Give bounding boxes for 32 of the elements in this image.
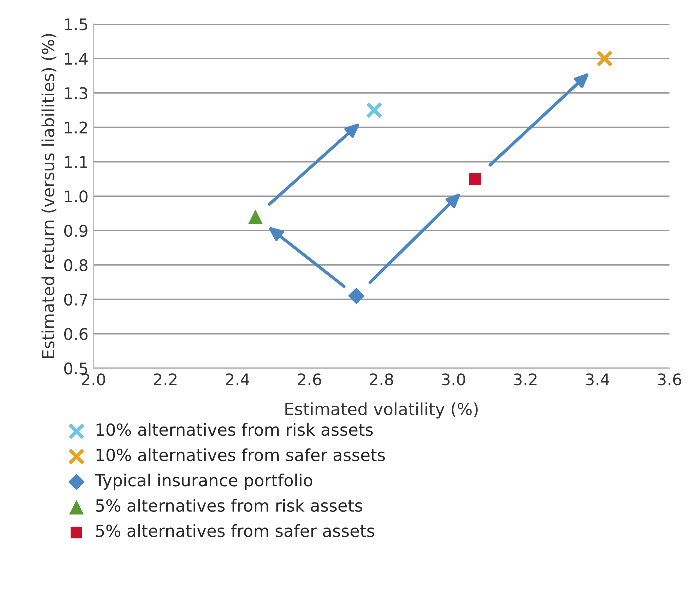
legend-label: 10% alternatives from risk assets [96,423,374,436]
point [248,210,263,224]
y-tick-label: 1.3 [65,87,88,100]
x-tick-label: 3.2 [514,374,537,386]
y-tick-label: 1.5 [65,18,88,31]
point [348,288,365,304]
x-tick-label: 3.0 [442,374,466,386]
legend-label: 5% alternatives from safer assets [96,524,374,538]
legend-label: 10% alternatives from safer assets [96,448,386,462]
y-tick-label: 0.6 [64,328,88,340]
y-tick-label: 0.5 [64,362,88,375]
point [469,173,482,186]
y-tick-label: 1.1 [65,156,88,168]
legend-label: Typical insurance portfolio [94,474,313,490]
x-tick-label: 2.8 [370,374,394,386]
x-tick-label: 2.6 [298,374,322,386]
x-tick-label: 2.2 [154,374,177,386]
point [366,102,383,119]
legend-label: 5% alternatives from risk assets [96,499,362,512]
y-tick-label: 1.0 [65,190,88,203]
x-tick-label: 3.6 [658,374,682,386]
x-tick-label: 3.4 [586,374,610,386]
x-axis-title: Estimated volatility (%) [286,402,478,419]
y-tick-label: 0.7 [64,294,88,306]
y-tick-label: 0.9 [64,225,88,238]
y-tick-label: 0.8 [64,259,88,272]
y-axis-title: Estimated return (versus liabilities) (%) [42,34,57,358]
point [596,50,614,68]
x-tick-label: 2.4 [226,374,250,386]
y-tick-label: 1.2 [65,122,88,134]
y-tick-label: 1.4 [65,53,88,65]
x-tick-label: 2.0 [82,374,106,386]
